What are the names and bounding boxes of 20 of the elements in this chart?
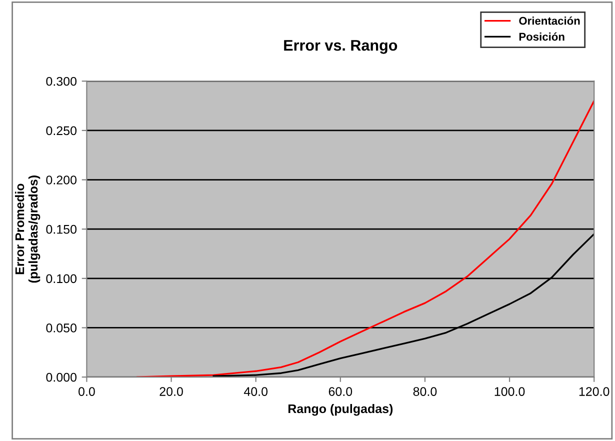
y-tick-label: 0.200: [46, 176, 77, 184]
x-tick-label: 80.0: [413, 387, 437, 396]
x-axis-title: Rango (pulgadas): [288, 404, 393, 416]
y-axis-title: Error Promedio (pulgadas/grados): [14, 176, 40, 283]
y-tick-label: 0.050: [46, 324, 77, 332]
y-tick-label: 0.150: [46, 224, 77, 234]
y-tick-label: 0.300: [46, 76, 77, 86]
x-tick-label: 20.0: [160, 387, 183, 396]
x-tick-label: 100.0: [494, 387, 525, 396]
chart-title: Error vs. Rango: [284, 40, 398, 54]
line-series: [136, 100, 594, 378]
x-tick-label: 60.0: [328, 387, 352, 396]
x-tick-label: 40.0: [244, 387, 268, 396]
x-tick-label: 120.0: [579, 387, 610, 396]
legend-label: Posición: [519, 32, 564, 41]
y-tick-label: 0.250: [46, 126, 77, 136]
x-tick-label: 0.0: [78, 387, 95, 396]
legend-label: Orientación: [519, 16, 580, 25]
y-tick-label: 0.100: [46, 274, 77, 284]
y-tick-label: 0.000: [46, 372, 77, 382]
